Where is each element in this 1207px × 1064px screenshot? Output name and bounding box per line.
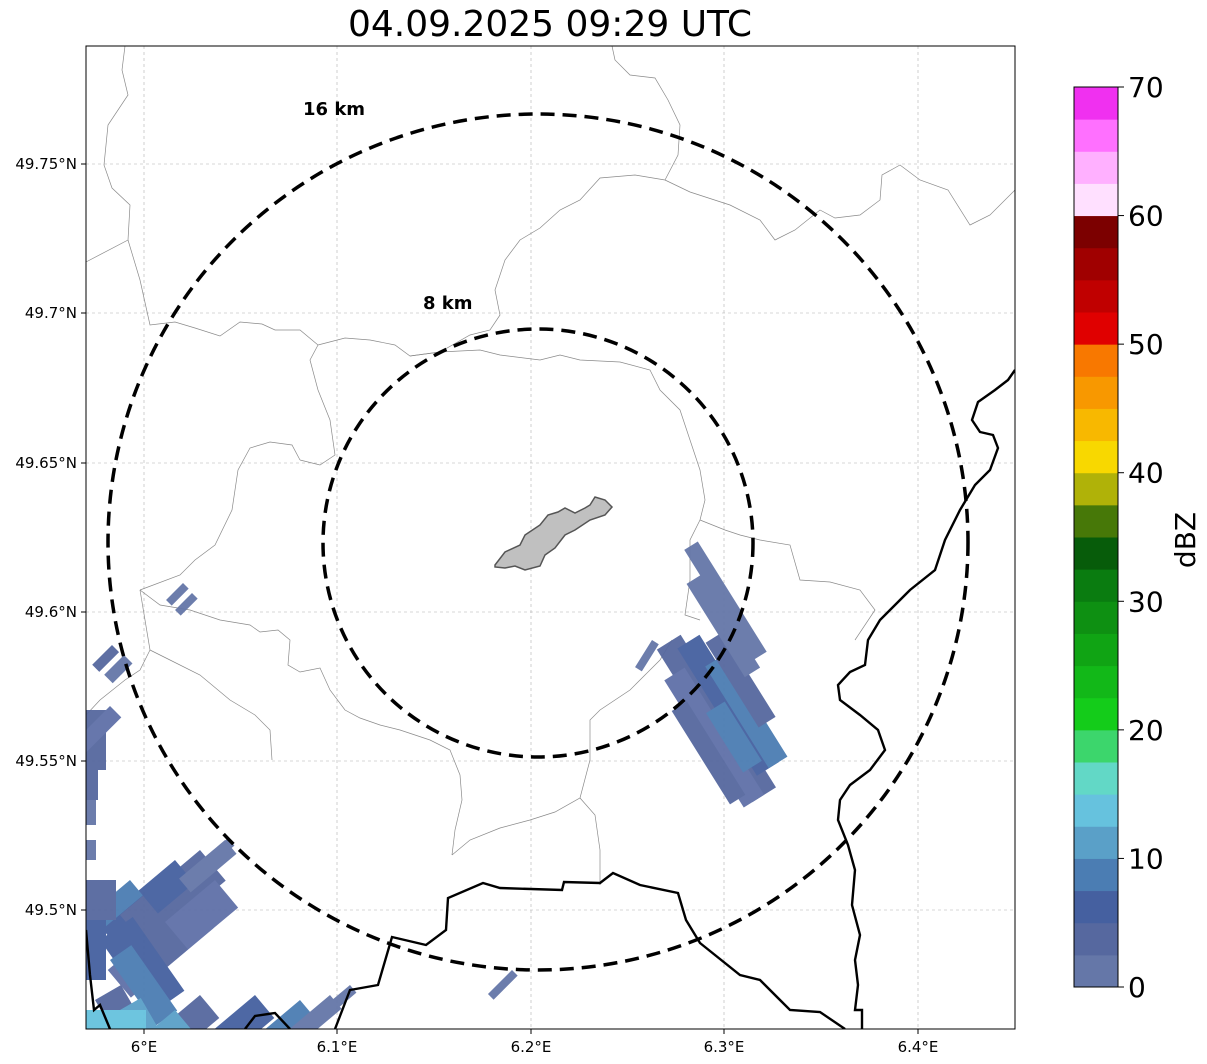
lat-tick-label: 49.7°N bbox=[25, 304, 77, 322]
colorbar-segment bbox=[1074, 472, 1118, 506]
ring-8km bbox=[321, 327, 755, 759]
colorbar-segment bbox=[1074, 762, 1118, 795]
colorbar-segment bbox=[1074, 601, 1118, 634]
colorbar-tick-label: 30 bbox=[1128, 585, 1164, 618]
colorbar-tick-label: 60 bbox=[1128, 200, 1164, 233]
colorbar-segment bbox=[1074, 665, 1118, 699]
lon-ticks: 6°E 6.1°E 6.2°E 6.3°E 6.4°E bbox=[131, 1029, 939, 1056]
echo-cluster-east bbox=[656, 541, 788, 808]
colorbar: 0 10 20 30 40 50 60 70 bbox=[1073, 71, 1164, 1004]
map-frame bbox=[85, 45, 1016, 1030]
echo-cluster-southwest bbox=[86, 838, 518, 1029]
colorbar-segment bbox=[1074, 858, 1118, 892]
colorbar-tick-label: 20 bbox=[1128, 714, 1164, 747]
lon-tick-label: 6.3°E bbox=[704, 1038, 745, 1056]
colorbar-segment bbox=[1074, 183, 1118, 217]
colorbar-segment bbox=[1074, 954, 1118, 988]
ring-label-8km: 8 km bbox=[423, 293, 473, 314]
lat-ticks: 49.75°N 49.7°N 49.65°N 49.6°N 49.55°N 49… bbox=[15, 155, 86, 919]
lon-tick-label: 6.1°E bbox=[317, 1038, 358, 1056]
colorbar-segment bbox=[1074, 119, 1118, 152]
lat-tick-label: 49.55°N bbox=[15, 752, 77, 770]
colorbar-segment bbox=[1074, 697, 1118, 731]
colorbar-segment bbox=[1074, 344, 1118, 377]
colorbar-segment bbox=[1074, 376, 1118, 409]
colorbar-frame bbox=[1073, 86, 1119, 988]
colorbar-segment bbox=[1074, 633, 1118, 667]
colorbar-segment bbox=[1074, 537, 1118, 570]
colorbar-segment bbox=[1074, 408, 1118, 442]
colorbar-segment bbox=[1074, 215, 1118, 249]
colorbar-tick-label: 70 bbox=[1128, 71, 1164, 104]
radar-echoes bbox=[86, 541, 788, 1029]
lat-tick-label: 49.6°N bbox=[25, 603, 77, 621]
colorbar-label: dBZ bbox=[1169, 512, 1202, 568]
ring-label-16km: 16 km bbox=[303, 99, 365, 120]
colorbar-segment bbox=[1074, 826, 1118, 859]
gridlines bbox=[86, 46, 1015, 1029]
colorbar-segment bbox=[1074, 922, 1118, 956]
lon-tick-label: 6.2°E bbox=[511, 1038, 552, 1056]
city-area bbox=[494, 496, 614, 571]
ring-16km bbox=[106, 112, 970, 972]
colorbar-segment bbox=[1074, 87, 1118, 120]
colorbar-segment bbox=[1074, 729, 1118, 763]
colorbar-segment bbox=[1074, 279, 1118, 313]
colorbar-segment bbox=[1074, 504, 1118, 538]
colorbar-tick-label: 40 bbox=[1128, 457, 1164, 490]
colorbar-tick-label: 50 bbox=[1128, 328, 1164, 361]
lon-tick-label: 6°E bbox=[131, 1038, 158, 1056]
colorbar-segment bbox=[1074, 151, 1118, 184]
lat-tick-label: 49.5°N bbox=[25, 901, 77, 919]
colorbar-segment bbox=[1074, 569, 1118, 602]
country-border bbox=[86, 369, 1015, 1029]
municipal-boundaries bbox=[86, 46, 1015, 885]
lat-tick-label: 49.65°N bbox=[15, 454, 77, 472]
lat-tick-label: 49.75°N bbox=[15, 155, 77, 173]
map-title: 04.09.2025 09:29 UTC bbox=[347, 4, 753, 45]
range-rings bbox=[106, 112, 970, 972]
echo-strip bbox=[635, 640, 659, 672]
colorbar-tick-label: 10 bbox=[1128, 842, 1164, 875]
colorbar-tick-label: 0 bbox=[1128, 971, 1146, 1004]
colorbar-segment bbox=[1074, 247, 1118, 281]
colorbar-segment bbox=[1074, 312, 1118, 345]
lon-tick-label: 6.4°E bbox=[898, 1038, 939, 1056]
colorbar-segment bbox=[1074, 794, 1118, 827]
colorbar-segment bbox=[1074, 890, 1118, 924]
colorbar-segment bbox=[1074, 440, 1118, 474]
